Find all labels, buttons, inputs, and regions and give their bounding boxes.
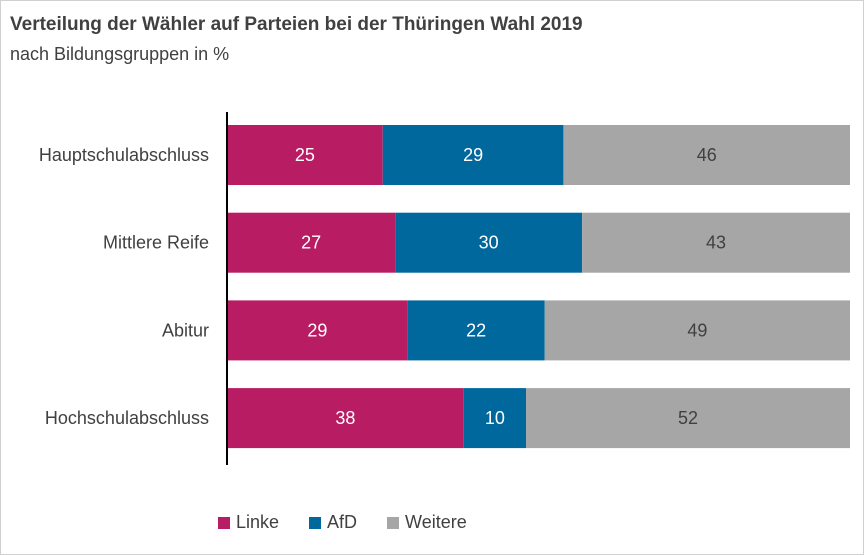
data-label: 25	[295, 145, 315, 165]
bar-segment-weitere	[544, 300, 850, 361]
category-label: Abitur	[162, 320, 209, 340]
category-label: Hochschulabschluss	[45, 408, 209, 428]
legend-label: AfD	[327, 512, 358, 532]
data-label: 10	[485, 408, 505, 428]
legend-label: Linke	[236, 512, 280, 532]
bar-segment-afd	[395, 212, 583, 273]
bar-segment-afd	[382, 125, 564, 185]
legend-label: Weitere	[405, 512, 467, 532]
data-label: 43	[706, 233, 726, 253]
bar-segment-afd	[463, 388, 527, 449]
data-label: 46	[697, 145, 717, 165]
legend: Linke AfD Weitere	[218, 512, 467, 533]
bar-segment-afd	[407, 300, 545, 361]
data-label: 52	[678, 408, 698, 428]
bar-segment-weitere	[526, 388, 850, 449]
category-label: Hauptschulabschluss	[39, 145, 209, 165]
bar-segment-linke	[227, 125, 383, 185]
legend-item-afd: AfD	[309, 512, 357, 533]
bar-segment-weitere	[582, 212, 850, 273]
legend-item-weitere: Weitere	[387, 512, 467, 533]
data-label: 30	[479, 233, 499, 253]
chart-subtitle: nach Bildungsgruppen in %	[10, 44, 230, 64]
chart-title: Verteilung der Wähler auf Parteien bei d…	[10, 14, 583, 35]
bar-segment-linke	[227, 212, 396, 273]
legend-swatch	[309, 516, 322, 529]
legend-item-linke: Linke	[218, 512, 279, 533]
data-label: 38	[335, 408, 355, 428]
legend-swatch	[387, 516, 400, 529]
data-label: 22	[466, 320, 486, 340]
category-label: Mittlere Reife	[103, 233, 209, 253]
bar-segment-linke	[227, 300, 408, 361]
data-label: 27	[301, 233, 321, 253]
data-label: 29	[307, 320, 327, 340]
bar-segment-linke	[227, 388, 464, 449]
data-label: 29	[463, 145, 483, 165]
bar-segment-weitere	[563, 125, 850, 185]
data-label: 49	[687, 320, 707, 340]
legend-swatch	[218, 516, 230, 529]
